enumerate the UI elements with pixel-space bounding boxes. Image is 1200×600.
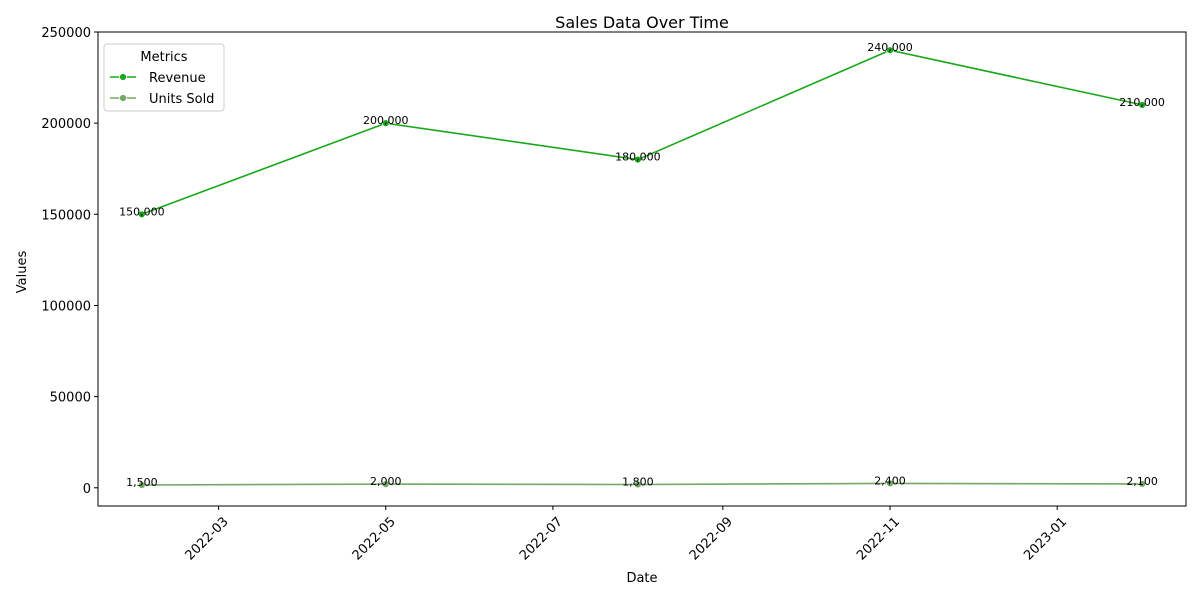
y-tick-label: 150000 <box>41 208 91 223</box>
y-axis-label: Values <box>15 251 30 294</box>
legend-item: Units Sold <box>110 92 214 107</box>
legend: Metrics Revenue Units Sold <box>103 43 225 112</box>
data-point <box>886 46 894 55</box>
legend-swatch-marker <box>119 73 127 81</box>
data-point <box>633 155 642 164</box>
data-label: 2,100 <box>1126 475 1158 488</box>
y-tick-label: 250000 <box>41 26 91 41</box>
data-point <box>137 210 146 219</box>
legend-box <box>103 43 225 112</box>
data-label: 1,800 <box>622 475 654 488</box>
chart-title: Sales Data Over Time <box>555 13 729 32</box>
x-axis-label: Date <box>626 571 657 586</box>
legend-label: Revenue <box>149 71 206 86</box>
data-point <box>137 481 146 489</box>
data-point <box>886 479 894 488</box>
data-label: 200,000 <box>363 114 409 127</box>
data-point <box>633 480 642 489</box>
data-point <box>381 480 390 489</box>
x-tick-label: 2022-11 <box>854 514 903 563</box>
y-tick-label: 200000 <box>41 117 91 132</box>
data-label: 2,400 <box>874 474 906 487</box>
legend-label: Units Sold <box>149 92 214 107</box>
y-tick-label: 0 <box>83 482 91 497</box>
data-label: 180,000 <box>615 151 661 164</box>
series-layer: 150,000 200,000 180,000 240,000 210,000 1,500… <box>119 41 1165 489</box>
legend-title: Metrics <box>140 50 187 65</box>
data-label: 2,000 <box>370 475 402 488</box>
data-label: 210,000 <box>1119 96 1165 109</box>
data-point <box>1138 101 1147 109</box>
y-tick-label: 100000 <box>41 299 91 314</box>
plot-background <box>98 32 1186 506</box>
x-tick-label: 2022-03 <box>183 514 232 563</box>
series-revenue: 150,000 200,000 180,000 240,000 210,000 <box>119 41 1165 218</box>
x-tick-label: 2022-09 <box>687 514 736 563</box>
data-point <box>1138 480 1147 488</box>
y-tick-label: 50000 <box>50 391 91 406</box>
plot-frame <box>97 31 1187 507</box>
series-units-sold: 1,500 2,000 1,800 2,400 2,100 <box>126 474 1158 489</box>
data-label: 1,500 <box>126 476 158 489</box>
data-label: 150,000 <box>119 205 165 218</box>
x-axis-ticks: 2022-03 2022-05 2022-07 2022-09 2022-11 2023-… <box>183 506 1070 563</box>
data-point <box>381 119 390 128</box>
y-axis-ticks: 0 50000 100000 150000 200000 250000 <box>41 26 98 497</box>
x-tick-label: 2022-05 <box>350 514 399 563</box>
x-tick-label: 2022-07 <box>517 514 566 563</box>
x-tick-label: 2023-01 <box>1021 514 1070 563</box>
legend-swatch-marker <box>119 94 127 102</box>
data-label: 240,000 <box>867 41 913 54</box>
legend-item: Revenue <box>110 71 206 86</box>
